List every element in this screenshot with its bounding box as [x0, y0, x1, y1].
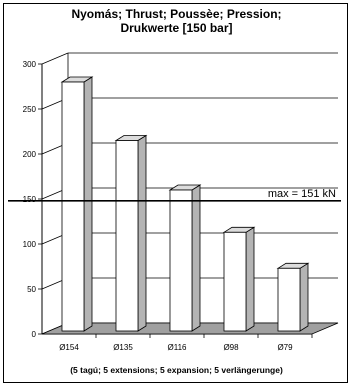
bar-front — [61, 81, 85, 332]
bar-side — [137, 134, 147, 332]
y-tick-label: 200 — [23, 150, 37, 159]
y-tick-label: 0 — [32, 330, 37, 339]
reference-line-label: max = 151 kN — [268, 188, 336, 200]
reference-layer: max = 151 kN — [8, 188, 341, 202]
y-tick-label: 100 — [23, 240, 37, 249]
y-tick-label: 50 — [27, 285, 36, 294]
bar-front — [169, 189, 193, 332]
label-layer: 0 50 100 150 200 250 300 Ø154 Ø135 Ø116 Ø98 Ø79 — [23, 60, 293, 352]
bar-Ø79 — [276, 262, 310, 332]
chart-title-line-2: Drukwerte [150 bar] — [120, 21, 233, 35]
x-tick-label: Ø79 — [277, 343, 293, 352]
bar-Ø135 — [114, 134, 148, 332]
bar-side — [191, 184, 201, 332]
bar-side — [299, 262, 309, 332]
bar-layer — [60, 76, 310, 332]
bar-Ø116 — [168, 184, 202, 332]
bar-side — [245, 226, 255, 332]
x-tick-label: Ø116 — [168, 343, 188, 352]
bar-front — [115, 140, 139, 332]
bar-side — [83, 76, 93, 332]
y-tick-label: 150 — [23, 195, 37, 204]
bar-front — [277, 267, 301, 332]
x-tick-label: Ø154 — [59, 343, 79, 352]
y-tick-label: 250 — [23, 105, 37, 114]
y-tick-label: 300 — [23, 60, 37, 69]
bar-Ø154 — [60, 76, 94, 332]
chart-title-line-1: Nyomás; Thrust; Poussèe; Pression; — [71, 7, 282, 21]
wall-diagonal — [41, 52, 69, 65]
bar-Ø98 — [222, 226, 256, 332]
chart-footnote: (5 tagú; 5 extensions; 5 expansion; 5 ve… — [70, 365, 283, 375]
x-tick-label: Ø135 — [113, 343, 133, 352]
x-tick-label: Ø98 — [223, 343, 239, 352]
bar-front — [223, 231, 247, 332]
chart-title: Nyomás; Thrust; Poussèe; Pression; Drukw… — [0, 7, 353, 35]
